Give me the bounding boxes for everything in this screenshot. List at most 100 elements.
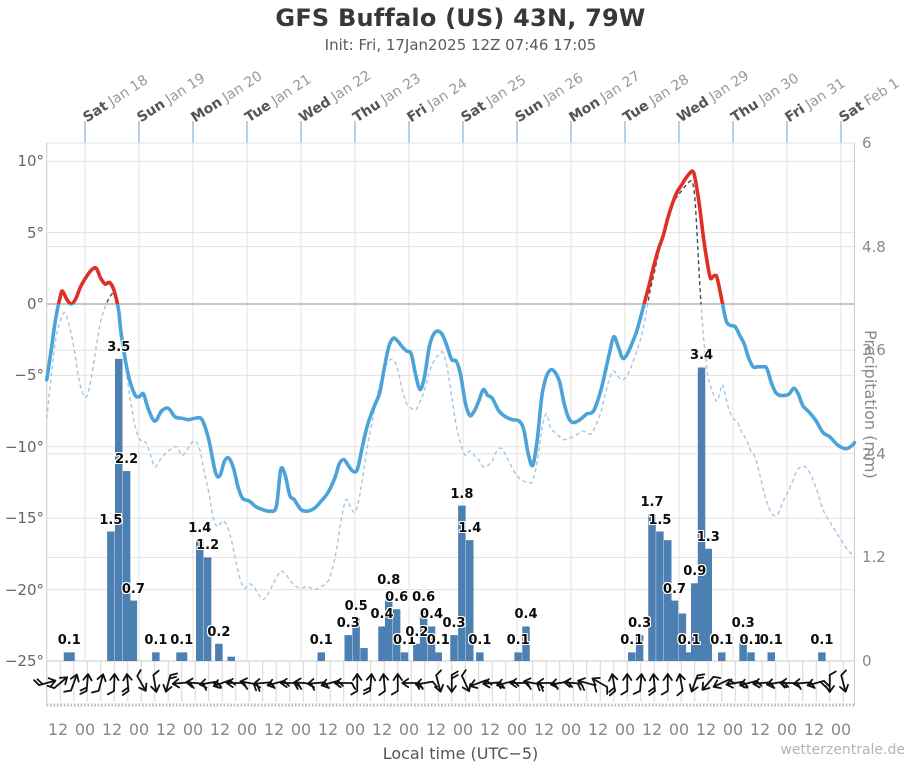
bar-value-label: 0.5	[344, 598, 368, 614]
precip-bar	[419, 609, 428, 661]
bar-value-label: 0.1	[759, 633, 783, 649]
precip-bar	[352, 617, 360, 661]
bar-value-label: 0.3	[628, 616, 652, 632]
temperature-line	[44, 169, 857, 514]
temp-tick-label: −10°	[4, 437, 44, 456]
precip-bar	[115, 358, 123, 661]
time-tick-label: 00	[398, 720, 420, 739]
precip-bar	[129, 600, 138, 661]
wind-barb	[688, 673, 706, 693]
precip-tick-label: 6	[862, 134, 872, 153]
wind-barb	[792, 678, 816, 689]
precip-bar	[344, 635, 352, 661]
precip-bar	[656, 531, 664, 661]
precip-bar	[458, 505, 466, 661]
time-tick-label: 00	[776, 720, 798, 739]
init-subtitle: Init: Fri, 17Jan2025 12Z 07:46 17:05	[324, 36, 597, 54]
time-tick-label: 12	[533, 720, 555, 739]
wind-barb	[212, 679, 237, 689]
precip-bar	[767, 652, 775, 661]
bar-value-label: 0.4	[514, 607, 538, 623]
wind-barb	[266, 678, 290, 689]
precip-bar	[196, 540, 204, 661]
wind-barb	[660, 673, 673, 696]
time-tick-label: 00	[452, 720, 474, 739]
precip-bar	[664, 540, 672, 661]
time-tick-label: 00	[506, 720, 528, 739]
precip-bar	[476, 652, 484, 661]
time-tick-label: 00	[236, 720, 258, 739]
precip-bar	[718, 652, 726, 661]
precip-bar	[152, 652, 160, 661]
bar-value-label: 1.2	[196, 538, 220, 554]
wind-barb	[648, 673, 660, 696]
wind-barb	[306, 678, 330, 689]
precip-tick-label: 2.4	[862, 444, 886, 463]
wind-barb	[279, 677, 303, 690]
time-tick-label: 12	[155, 720, 177, 739]
bar-value-label: 3.5	[107, 339, 131, 355]
wind-barb	[239, 677, 261, 692]
wind-barb	[632, 673, 647, 695]
wind-barb	[563, 677, 586, 691]
wind-barb	[46, 676, 69, 690]
bar-value-label: 0.6	[385, 590, 409, 606]
precip-bar	[678, 613, 687, 661]
precip-bar	[63, 652, 75, 661]
time-tick-label: 00	[128, 720, 150, 739]
temp-tick-label: 0°	[26, 295, 44, 313]
wind-barb	[509, 677, 532, 690]
bar-value-label: 2.2	[115, 452, 139, 468]
wind-barb	[469, 679, 493, 689]
wind-barb	[333, 677, 357, 690]
wind-barb	[549, 678, 574, 689]
precip-bar	[203, 557, 212, 661]
precip-bar	[635, 635, 644, 661]
bar-value-label: 1.4	[188, 521, 212, 537]
wind-barb	[121, 673, 133, 696]
precipitation-bars	[63, 358, 826, 661]
bar-value-label: 0.2	[405, 624, 429, 640]
wind-barb	[712, 678, 736, 689]
precip-bar	[360, 648, 368, 661]
wind-barb	[401, 677, 424, 690]
bar-value-label: 0.1	[810, 633, 834, 649]
precip-tick-label: 3.6	[862, 341, 886, 360]
temp-tick-label: −25°	[4, 652, 44, 670]
precip-tick-label: 4.8	[862, 237, 886, 256]
precip-bar	[378, 626, 386, 661]
time-tick-label: 12	[803, 720, 825, 739]
wind-barb	[171, 678, 195, 689]
bar-value-label: 0.1	[677, 633, 701, 649]
wind-barb	[63, 673, 80, 693]
wind-barb	[378, 673, 390, 696]
time-tick-label: 00	[668, 720, 690, 739]
wind-barb	[765, 678, 790, 689]
wind-barb	[577, 677, 598, 693]
x-axis-title: Local time (UTC−5)	[382, 744, 539, 763]
wind-barb	[620, 673, 633, 696]
precip-tick-label: 1.2	[862, 548, 886, 567]
bar-value-label: 0.2	[207, 624, 231, 640]
precip-bar	[385, 591, 393, 661]
precip-bar	[176, 652, 188, 661]
wind-barb	[482, 678, 506, 690]
wind-barb	[725, 678, 749, 689]
wind-barb	[362, 673, 377, 695]
bar-value-label: 0.8	[377, 572, 401, 588]
time-tick-label: 00	[290, 720, 312, 739]
bar-value-label: 0.1	[739, 633, 763, 649]
time-tick-label: 12	[749, 720, 771, 739]
wind-barb	[198, 678, 223, 689]
temperature-below-zero	[44, 304, 857, 514]
bar-value-label: 0.3	[336, 616, 360, 632]
time-tick-label: 12	[47, 720, 69, 739]
precip-bar	[413, 643, 421, 661]
dew-point-line	[46, 180, 855, 601]
time-tick-label: 12	[317, 720, 339, 739]
wind-barb	[33, 677, 57, 688]
wind-barb	[79, 673, 93, 695]
wind-barb	[434, 669, 444, 693]
